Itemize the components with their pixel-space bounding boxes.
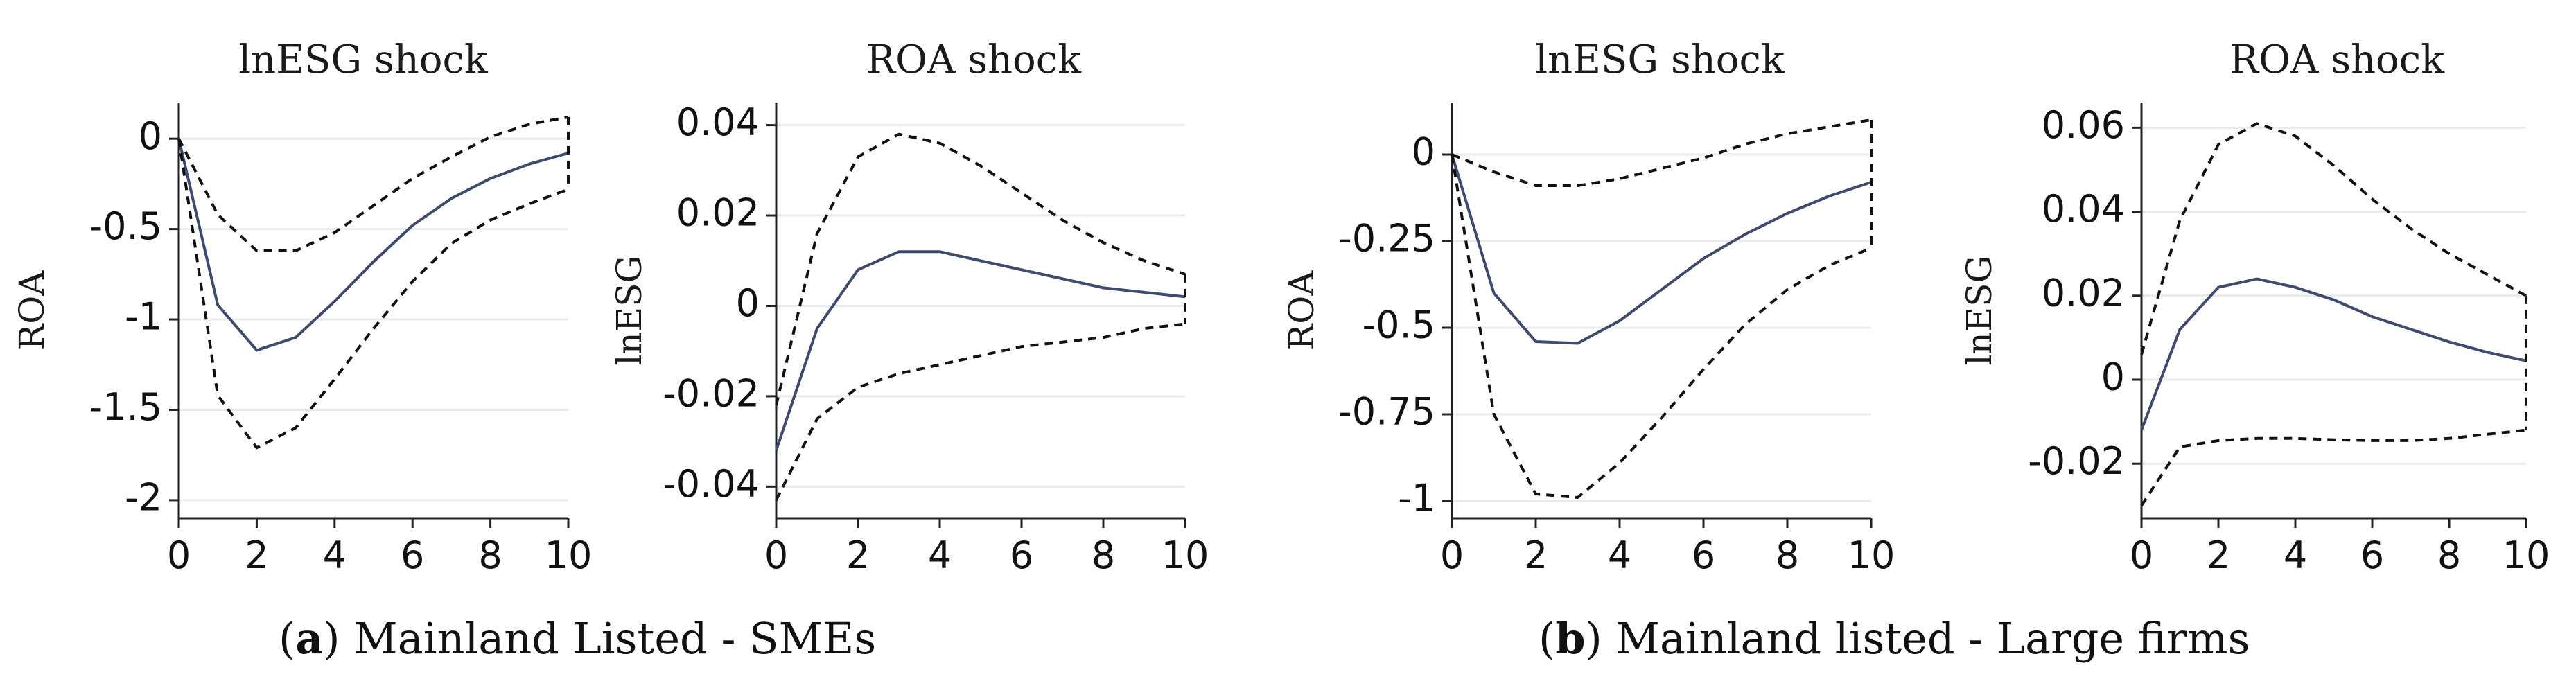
ci-lower-line	[2140, 428, 2527, 506]
caption-a: (a) Mainland Listed - SMEs	[279, 613, 877, 664]
y-tick-label: -0.5	[1363, 303, 1435, 347]
x-tick-label: 0	[167, 533, 191, 577]
x-tick-label: 8	[1092, 533, 1115, 577]
y-tick-label: -0.02	[2028, 439, 2125, 483]
y-tick-label: -0.25	[1338, 217, 1435, 261]
y-tick-label: 0	[2101, 355, 2125, 399]
ci-lower-line	[177, 138, 569, 450]
x-tick-label: 10	[2503, 533, 2550, 577]
y-tick-label: -0.75	[1338, 390, 1435, 434]
chart-title: ROA shock	[866, 37, 1082, 82]
irf-line	[1451, 154, 1872, 345]
y-tick-label: 0	[736, 281, 760, 325]
y-axis-label: lnESG	[1959, 256, 1999, 366]
x-tick-label: 4	[2284, 533, 2307, 577]
caption-b: (b) Mainland listed - Large firms	[1539, 613, 2250, 664]
ci-lower-line	[775, 322, 1186, 501]
x-tick-label: 2	[245, 533, 268, 577]
x-tick-label: 8	[478, 533, 502, 577]
x-tick-label: 6	[401, 533, 424, 577]
irf-line	[2140, 277, 2527, 431]
irf-line	[177, 138, 569, 352]
x-tick-label: 6	[2360, 533, 2384, 577]
x-tick-label: 4	[323, 533, 347, 577]
x-tick-label: 4	[1608, 533, 1631, 577]
x-tick-label: 8	[2437, 533, 2461, 577]
x-tick-label: 2	[846, 533, 870, 577]
y-axis-label: lnESG	[609, 256, 649, 366]
x-tick-label: 10	[1848, 533, 1895, 577]
chart-title: lnESG shock	[238, 37, 489, 82]
ci-upper-line	[177, 115, 569, 252]
y-tick-label: 0	[139, 114, 162, 158]
chart-4: ROA shock lnESG 0.06 0.04 0.02 0 -0.02 0 2 4 6 8 10	[1959, 37, 2550, 577]
y-tick-label: 0	[1412, 130, 1435, 174]
caption-a-letter: a	[295, 613, 324, 664]
y-tick-label: -0.04	[663, 462, 760, 506]
y-tick-label: 0.02	[2042, 271, 2125, 315]
y-tick-label: -2	[125, 476, 162, 520]
y-axis-label: ROA	[1281, 270, 1322, 351]
ci-upper-line	[1451, 118, 1872, 187]
ci-lower-line	[1451, 154, 1872, 500]
x-tick-label: 0	[2130, 533, 2153, 577]
y-tick-label: 0.02	[676, 191, 760, 235]
x-tick-label: 8	[1776, 533, 1799, 577]
caption-a-text: Mainland Listed - SMEs	[353, 613, 877, 664]
y-tick-label: 0.04	[676, 100, 760, 144]
x-tick-label: 6	[1010, 533, 1033, 577]
y-tick-label: -0.02	[663, 372, 760, 416]
x-tick-label: 0	[1440, 533, 1464, 577]
ci-upper-line	[775, 132, 1186, 406]
y-tick-label: -1.5	[89, 385, 162, 429]
x-tick-label: 6	[1692, 533, 1715, 577]
x-tick-label: 10	[1162, 533, 1209, 577]
y-tick-label: 0.06	[2042, 103, 2125, 147]
y-tick-label: -0.5	[89, 204, 162, 248]
x-tick-label: 10	[545, 533, 593, 577]
x-tick-label: 4	[928, 533, 952, 577]
x-tick-label: 2	[2207, 533, 2230, 577]
caption-b-letter: b	[1555, 613, 1586, 664]
caption-b-text: Mainland listed - Large firms	[1615, 613, 2250, 664]
y-tick-label: -1	[1398, 477, 1435, 520]
x-tick-label: 2	[1524, 533, 1548, 577]
chart-title: lnESG shock	[1535, 37, 1785, 82]
y-axis-label: ROA	[12, 270, 52, 351]
irf-line	[775, 250, 1186, 451]
chart-title: ROA shock	[2229, 37, 2445, 82]
x-tick-label: 0	[764, 533, 788, 577]
y-tick-label: -1	[125, 295, 162, 339]
ci-upper-line	[2140, 122, 2527, 355]
y-tick-label: 0.04	[2042, 187, 2125, 231]
